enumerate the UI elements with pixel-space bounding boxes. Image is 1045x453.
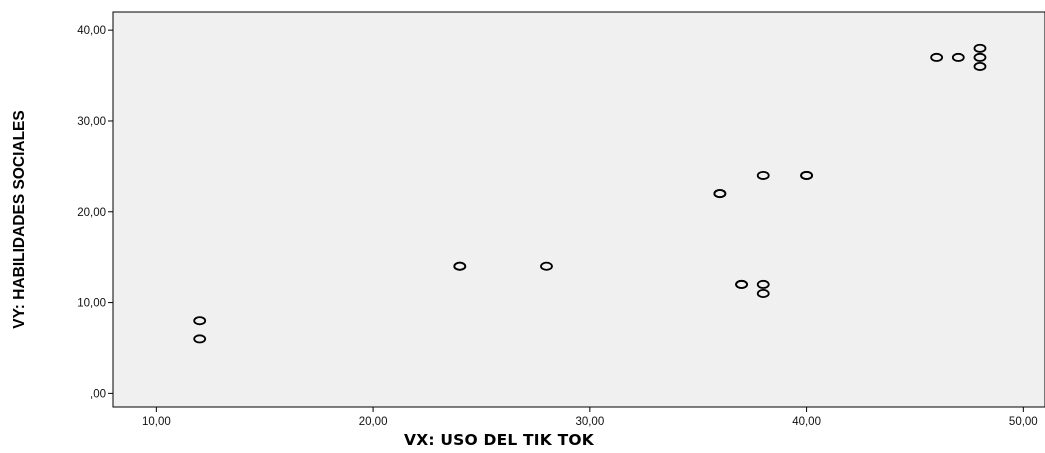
data-point	[973, 52, 987, 62]
x-tick-label: 20,00	[359, 416, 388, 428]
data-points	[193, 43, 987, 344]
y-tick-label: ,00	[90, 388, 106, 400]
y-tick-label: 40,00	[77, 25, 106, 37]
y-tick-label: 20,00	[77, 207, 106, 219]
data-point	[735, 279, 748, 289]
x-tick-label: 10,00	[142, 416, 171, 428]
data-point	[756, 279, 770, 289]
x-axis-ticks: 10,00 20,00 30,00 40,00 50,00	[142, 407, 1038, 428]
data-point	[453, 261, 467, 271]
data-point	[540, 261, 553, 271]
data-point	[193, 316, 207, 326]
data-point	[951, 52, 965, 62]
plot-area	[112, 11, 1045, 408]
y-tick-label: 10,00	[77, 298, 106, 310]
data-point	[973, 61, 987, 71]
x-tick-label: 30,00	[575, 416, 604, 428]
data-point	[930, 52, 944, 62]
data-point	[193, 334, 207, 344]
x-tick-label: 40,00	[792, 416, 821, 428]
y-axis-title: VY: HABILIDADES SOCIALES	[11, 110, 28, 328]
data-point	[756, 170, 770, 180]
data-point	[973, 43, 987, 53]
data-point	[756, 288, 770, 298]
data-point	[713, 189, 727, 199]
data-point	[800, 170, 813, 180]
y-tick-label: 30,00	[77, 116, 106, 128]
y-axis-ticks: ,00 10,00 20,00 30,00 40,00	[77, 25, 113, 400]
x-axis-title: VX: USO DEL TIK TOK	[404, 431, 595, 448]
x-tick-label: 50,00	[1009, 416, 1038, 428]
